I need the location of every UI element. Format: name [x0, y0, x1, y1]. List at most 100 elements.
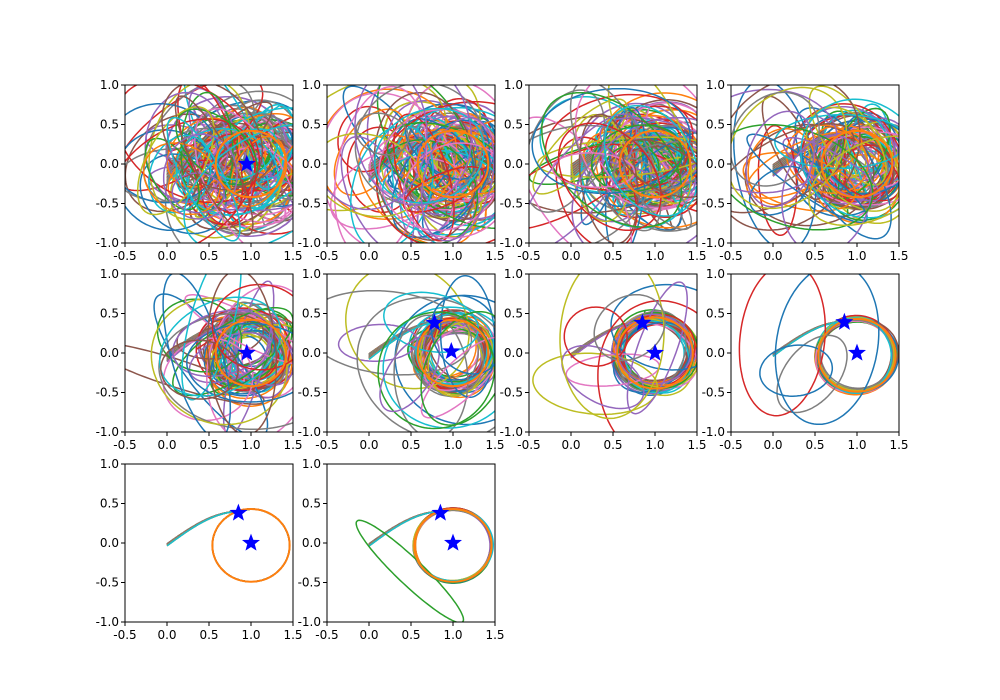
y-tick-label: -1.0: [298, 615, 321, 629]
x-tick-label: 0.5: [603, 438, 622, 452]
trajectory-line: [166, 508, 291, 583]
x-tick-label: 1.0: [443, 249, 462, 263]
trajectory-line: [782, 137, 882, 202]
y-tick-label: -0.5: [96, 197, 119, 211]
trajectory-line: [166, 118, 293, 208]
subplot-3: -0.5 0.0 0.5 1.0 1.51.00.50.0-0.5-1.0: [500, 78, 707, 263]
trajectory-line: [206, 284, 293, 432]
trajectory-line: [368, 507, 493, 583]
trajectory-line: [420, 116, 495, 242]
y-tick-label: -0.5: [298, 576, 321, 590]
trajectory-line: [430, 294, 495, 375]
trajectory-line: [368, 508, 493, 583]
trajectory-line: [368, 509, 494, 582]
star-marker: [442, 341, 461, 360]
trajectory-line: [800, 98, 899, 219]
trajectory-line: [603, 104, 697, 217]
trajectory-line: [166, 508, 291, 583]
trajectory-line: [557, 122, 662, 232]
trajectory-line: [776, 334, 848, 414]
trajectory-line: [808, 85, 887, 186]
trajectory-line: [368, 508, 492, 583]
trajectory-line: [368, 509, 492, 583]
trajectory-line: [368, 508, 493, 583]
trajectory-line: [166, 121, 293, 216]
trajectory-line: [187, 107, 293, 216]
y-tick-label: -1.0: [96, 615, 119, 629]
y-tick-label: 1.0: [302, 267, 321, 281]
y-tick-label: 0.0: [302, 157, 321, 171]
trajectory-line: [166, 508, 291, 583]
trajectory-line: [368, 507, 494, 583]
y-tick-label: 1.0: [100, 78, 119, 92]
trajectory-line: [593, 293, 666, 362]
x-tick-label: -0.5: [517, 249, 540, 263]
trajectory-line: [368, 507, 493, 583]
trajectory-line: [621, 139, 697, 199]
trajectory-line: [166, 508, 291, 583]
trajectory-line: [206, 274, 278, 432]
y-tick-label: 1.0: [302, 457, 321, 471]
orbit-circle: [211, 508, 291, 583]
trajectory-line: [355, 519, 465, 622]
x-tick-label: -0.5: [315, 628, 338, 642]
subplot-6: -0.5 0.0 0.5 1.0 1.51.00.50.0-0.5-1.0: [298, 267, 505, 452]
y-tick-label: -0.5: [298, 197, 321, 211]
trajectory-line: [368, 508, 494, 583]
trajectory-line: [180, 90, 293, 235]
trajectory-line: [368, 508, 492, 583]
x-tick-label: -0.5: [113, 628, 136, 642]
y-tick-label: 0.0: [100, 346, 119, 360]
x-tick-label: 0.5: [603, 249, 622, 263]
trajectory-line: [745, 110, 816, 208]
trajectory-line: [166, 508, 291, 583]
x-tick-label: 1.0: [443, 628, 462, 642]
subplot-5: -0.5 0.0 0.5 1.0 1.51.00.50.0-0.5-1.0: [96, 267, 303, 452]
star-marker: [848, 343, 866, 361]
trajectory-line: [368, 509, 493, 582]
x-tick-label: 1.5: [283, 438, 302, 452]
trajectory-line: [166, 508, 291, 583]
trajectory-line: [378, 108, 495, 232]
trajectory-line: [563, 306, 628, 367]
orbit-circle: [817, 318, 897, 393]
trajectory-line: [183, 123, 293, 243]
y-tick-label: 1.0: [100, 267, 119, 281]
trajectory-line: [230, 135, 287, 208]
trajectory-line: [761, 95, 825, 200]
trajectory-line: [166, 508, 291, 583]
star-marker: [237, 343, 256, 361]
trajectory-line: [420, 336, 495, 419]
trajectory-line: [166, 508, 291, 583]
trajectory-line: [368, 508, 493, 582]
trajectory-line: [175, 108, 258, 186]
trajectory-line: [398, 119, 495, 191]
trajectory-line: [166, 508, 291, 583]
trajectory-line: [196, 122, 274, 188]
trajectory-line: [746, 133, 868, 223]
trajectory-line: [612, 141, 697, 192]
trajectory-line: [383, 291, 479, 353]
plot-area: [125, 274, 293, 432]
trajectory-line: [794, 107, 892, 240]
trajectory-line: [531, 87, 691, 195]
trajectory-line: [376, 85, 475, 199]
trajectory-line: [166, 124, 293, 188]
trajectory-line: [386, 121, 495, 230]
trajectory-line: [368, 507, 492, 582]
trajectory-line: [368, 508, 492, 583]
trajectory-line: [160, 339, 239, 400]
x-tick-label: 1.0: [241, 249, 260, 263]
subplot-4: -0.5 0.0 0.5 1.0 1.51.00.50.0-0.5-1.0: [702, 78, 909, 263]
trajectory-line: [161, 85, 264, 191]
trajectory-line: [368, 509, 494, 583]
trajectory-line: [375, 100, 495, 243]
y-tick-label: 1.0: [706, 78, 725, 92]
trajectory-line: [379, 335, 440, 413]
trajectory-line: [626, 281, 688, 415]
trajectory-line: [158, 312, 293, 431]
star-marker: [431, 503, 450, 521]
trajectory-line: [166, 508, 291, 583]
x-tick-label: 1.5: [687, 249, 706, 263]
